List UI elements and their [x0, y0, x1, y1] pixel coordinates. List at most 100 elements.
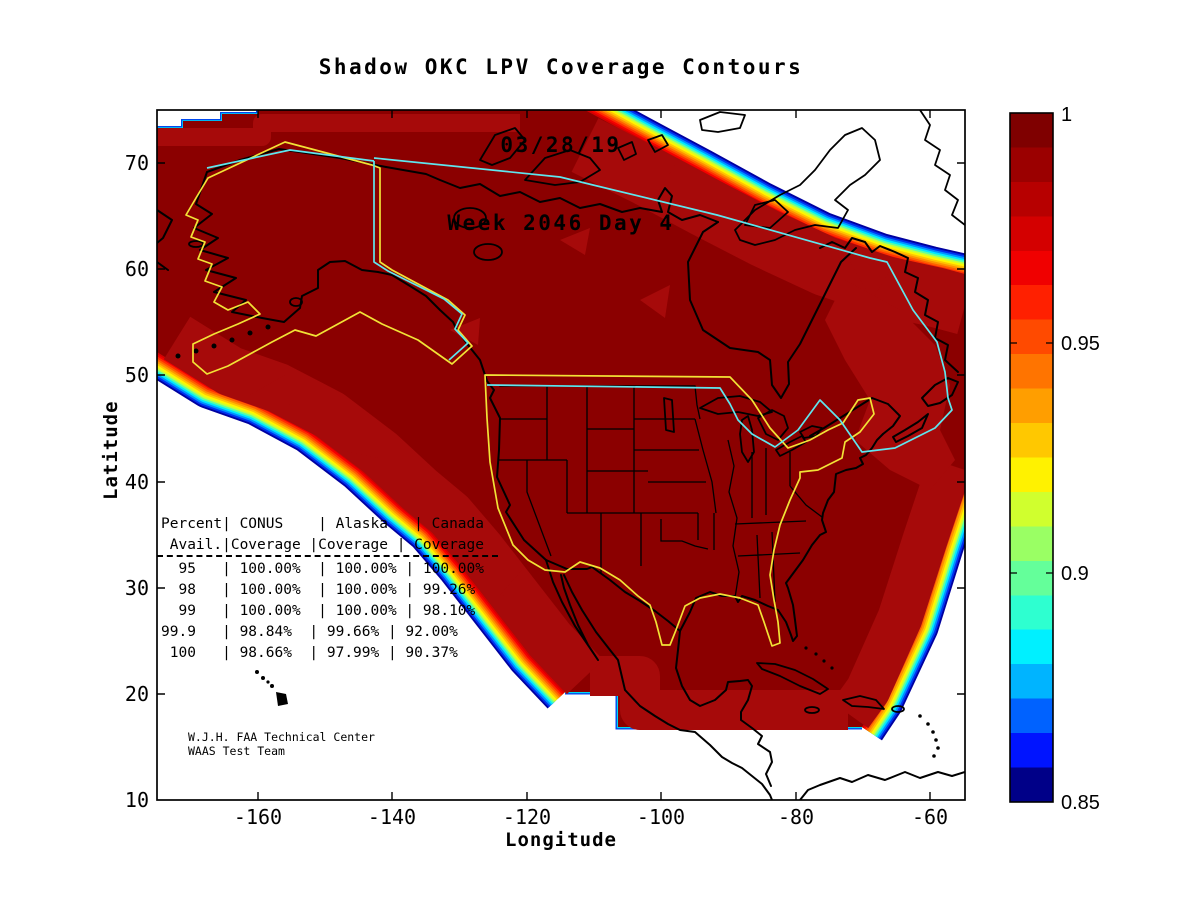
- table-row: 98 | 100.00% | 100.00% | 99.26%: [161, 582, 476, 598]
- y-tick-labels: 70 60 50 40 30 20 10: [125, 151, 149, 812]
- table-row: 95 | 100.00% | 100.00% | 100.00%: [161, 561, 485, 577]
- hudson-bay: [687, 221, 857, 399]
- aleutian-island: [229, 337, 235, 343]
- x-tick: -60: [912, 805, 948, 829]
- aleutian-island: [211, 343, 217, 349]
- baja-california: [545, 559, 599, 661]
- antilles-island: [932, 754, 936, 758]
- x-tick: -100: [637, 805, 685, 829]
- aleutian-island: [175, 353, 181, 359]
- baffin-island: [734, 127, 881, 246]
- southampton-island: [744, 199, 789, 229]
- y-tick: 70: [125, 151, 149, 175]
- aleutian-island: [247, 330, 253, 336]
- aleutian-island: [265, 324, 271, 330]
- availability-table-rows: 95 | 100.00% | 100.00% | 100.00% 98 | 10…: [161, 559, 484, 664]
- bahamas-island: [814, 652, 818, 656]
- victoria-island: [524, 149, 601, 186]
- colorbar-label: 1: [1061, 104, 1072, 126]
- y-tick: 50: [125, 363, 149, 387]
- x-tick: -80: [778, 805, 814, 829]
- lakes-and-islands: [188, 110, 965, 714]
- great-bear-lake: [453, 207, 487, 229]
- x-tick: -140: [368, 805, 416, 829]
- antilles-island: [934, 738, 938, 742]
- cuba: [756, 662, 829, 695]
- coverage-region-boundaries: [185, 141, 875, 647]
- availability-table-header: Percent| CONUS | Alaska | Canada Avail.|…: [161, 514, 484, 556]
- lake-ontario: [799, 425, 823, 439]
- hawaii-island: [261, 676, 265, 680]
- service-volume-boundaries: [206, 149, 953, 453]
- mexico-gulf-coast-yucatan: [675, 630, 773, 787]
- aleutian-island: [193, 348, 199, 354]
- colorbar-gradient: [1009, 112, 1054, 803]
- hawaii-island: [270, 684, 274, 688]
- plot-title: Shadow OKC LPV Coverage Contours 03/28/1…: [157, 2, 965, 288]
- y-tick: 20: [125, 682, 149, 706]
- lake-michigan: [739, 415, 755, 463]
- antilles-island: [936, 746, 940, 750]
- us-state-boundaries: [499, 385, 823, 603]
- y-tick: 10: [125, 788, 149, 812]
- arctic-mainland-coast: [385, 166, 719, 223]
- colorbar-ticks: [1010, 342, 1053, 574]
- x-tick: -160: [234, 805, 282, 829]
- hawaii-big-island: [276, 692, 288, 706]
- south-america-coast: [799, 771, 965, 800]
- colorbar: 1 0.95 0.9 0.85: [1009, 104, 1100, 814]
- title-line-1: Shadow OKC LPV Coverage Contours: [318, 55, 804, 79]
- table-row: 99 | 100.00% | 100.00% | 98.10%: [161, 603, 476, 619]
- banks-island: [479, 127, 526, 166]
- alaska-boundary: [185, 141, 473, 375]
- hawaii-island: [255, 670, 259, 674]
- colorbar-label: 0.9: [1061, 563, 1089, 585]
- y-tick: 60: [125, 257, 149, 281]
- prince-of-wales-island: [617, 141, 637, 161]
- greenland-coast: [919, 110, 965, 226]
- title-line-2: 03/28/19: [500, 133, 622, 157]
- credit-line1: W.J.H. FAA Technical Center: [188, 730, 375, 744]
- newfoundland: [921, 377, 959, 407]
- y-tick: 30: [125, 576, 149, 600]
- hawaii-island: [266, 680, 270, 684]
- y-axis-title: Latitude: [100, 400, 122, 500]
- us-mexico-border: [545, 559, 681, 632]
- bahamas-island: [804, 646, 808, 650]
- coastlines: [157, 148, 965, 800]
- alaska-coastline: [193, 148, 488, 382]
- bahamas-island: [830, 666, 834, 670]
- x-tick-labels: -160 -140 -120 -100 -80 -60: [234, 805, 948, 829]
- mexico-west-coast: [563, 574, 773, 800]
- map-area: [157, 110, 965, 800]
- jamaica: [804, 706, 820, 714]
- antilles-island: [918, 714, 922, 718]
- great-slave-lake: [473, 243, 503, 261]
- table-separator: [157, 555, 498, 557]
- kodiak-island: [289, 297, 303, 307]
- antilles-island: [926, 722, 930, 726]
- table-row: 100 | 98.66% | 97.99% | 90.37%: [161, 645, 458, 661]
- somerset-island: [647, 134, 669, 153]
- lake-huron: [757, 409, 789, 441]
- hispaniola: [842, 695, 885, 710]
- table-header-line2: Avail.|Coverage |Coverage | Coverage: [161, 537, 485, 553]
- st-lawrence-island: [188, 240, 204, 248]
- devon-island: [699, 111, 746, 133]
- credit-annotation: W.J.H. FAA Technical Center WAAS Test Te…: [188, 730, 375, 758]
- colorbar-label: 0.95: [1061, 333, 1100, 355]
- colorbar-label: 0.85: [1061, 792, 1100, 814]
- island-dots: [175, 324, 940, 758]
- antilles-island: [931, 730, 935, 734]
- x-tick: -120: [503, 805, 551, 829]
- bahamas-island: [822, 659, 826, 663]
- table-header-line1: Percent| CONUS | Alaska | Canada: [161, 516, 485, 532]
- conus-boundary: [484, 374, 875, 647]
- us-west-coast: [486, 380, 547, 561]
- title-line-3: Week 2046 Day 4: [447, 211, 675, 235]
- axes-frame: [156, 109, 966, 801]
- puerto-rico: [891, 705, 905, 713]
- russia-coast: [157, 209, 173, 271]
